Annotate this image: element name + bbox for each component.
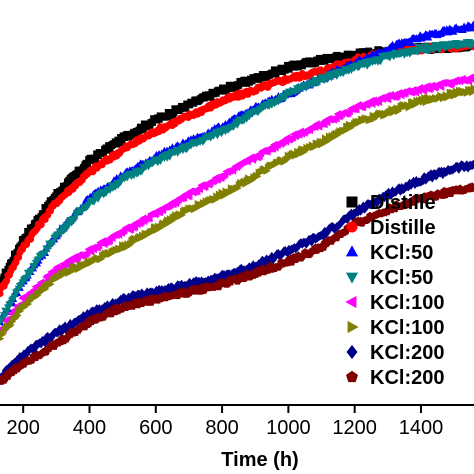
legend-item: Distille bbox=[346, 217, 436, 239]
x-axis-title: Time (h) bbox=[221, 449, 298, 471]
legend-item: KCl:200 bbox=[346, 342, 444, 364]
data-point bbox=[469, 184, 474, 192]
data-point bbox=[374, 197, 382, 207]
legend-marker bbox=[346, 221, 358, 233]
legend-item: Distille bbox=[346, 192, 436, 214]
series-7 bbox=[0, 159, 474, 384]
x-tick-label: 1200 bbox=[332, 417, 377, 439]
data-point bbox=[404, 181, 412, 192]
data-point bbox=[41, 337, 49, 348]
legend-item: KCl:100 bbox=[345, 292, 444, 314]
data-point bbox=[3, 277, 11, 285]
legend-label: KCl:100 bbox=[370, 317, 444, 339]
data-point bbox=[165, 153, 174, 161]
legend-marker bbox=[346, 370, 358, 383]
data-point bbox=[469, 20, 474, 28]
data-point bbox=[469, 88, 474, 97]
legend-marker bbox=[345, 295, 357, 309]
legend-marker bbox=[346, 196, 358, 208]
data-point bbox=[49, 239, 57, 247]
x-tick-label: 1400 bbox=[399, 417, 444, 439]
legend-label: KCl:50 bbox=[370, 242, 433, 264]
legend-label: KCl:200 bbox=[370, 342, 444, 364]
legend-marker bbox=[345, 272, 359, 284]
series-4 bbox=[0, 39, 474, 326]
data-point bbox=[145, 214, 153, 223]
data-point bbox=[308, 81, 317, 89]
data-point bbox=[407, 38, 415, 46]
series-5 bbox=[0, 73, 474, 336]
legend-marker bbox=[345, 245, 359, 257]
data-point bbox=[0, 289, 4, 298]
data-point bbox=[2, 309, 11, 317]
data-point bbox=[376, 58, 385, 66]
x-ticks: 200 400 600 800 1000 1200 1400 bbox=[7, 405, 444, 439]
data-point bbox=[439, 169, 447, 180]
x-tick-label: 1000 bbox=[266, 417, 311, 439]
data-point bbox=[94, 195, 103, 203]
legend-item: KCl:50 bbox=[345, 267, 433, 289]
data-point bbox=[63, 223, 72, 231]
plot-area bbox=[0, 20, 474, 385]
series-8 bbox=[0, 182, 474, 385]
data-point bbox=[233, 121, 242, 129]
data-point bbox=[469, 77, 474, 83]
data-point bbox=[27, 267, 36, 275]
legend-label: KCl:50 bbox=[370, 267, 433, 289]
legend-item: KCl:200 bbox=[346, 367, 444, 389]
legend-label: Distille bbox=[370, 192, 436, 214]
legend-item: KCl:100 bbox=[347, 317, 444, 339]
legend-marker bbox=[347, 320, 359, 334]
data-point bbox=[61, 321, 69, 331]
data-point bbox=[185, 192, 193, 200]
legend-item: KCl:50 bbox=[345, 242, 433, 264]
data-point bbox=[0, 316, 7, 324]
data-point bbox=[396, 186, 404, 196]
x-tick-label: 600 bbox=[139, 417, 172, 439]
data-point bbox=[387, 190, 395, 200]
data-point bbox=[249, 260, 257, 270]
legend-marker bbox=[346, 344, 358, 360]
legend-label: Distille bbox=[370, 217, 436, 239]
x-tick-label: 400 bbox=[73, 417, 106, 439]
x-tick-label: 200 bbox=[7, 417, 40, 439]
legend-label: KCl:200 bbox=[370, 367, 444, 389]
legend: Distille Distille KCl:50 KCl:50 KCl:100 KCl:1… bbox=[345, 192, 444, 389]
legend-label: KCl:100 bbox=[370, 292, 444, 314]
x-tick-label: 800 bbox=[205, 417, 238, 439]
data-point bbox=[308, 237, 316, 247]
data-point bbox=[469, 40, 474, 48]
data-point bbox=[470, 84, 474, 93]
data-point bbox=[469, 159, 474, 170]
series-6 bbox=[0, 84, 474, 341]
data-point bbox=[437, 83, 445, 91]
data-point bbox=[391, 43, 400, 51]
data-point bbox=[41, 250, 49, 258]
